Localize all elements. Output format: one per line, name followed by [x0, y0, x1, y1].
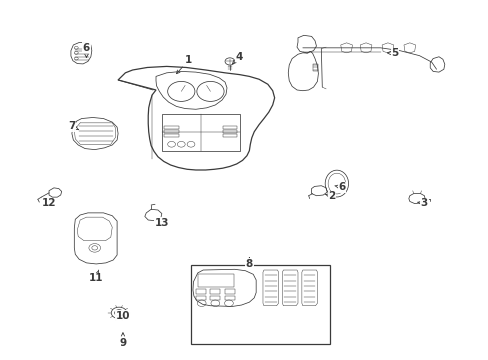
Text: 4: 4 — [232, 52, 243, 64]
Bar — [198, 274, 234, 287]
Bar — [222, 134, 237, 137]
Bar — [162, 114, 239, 152]
Bar — [191, 265, 329, 343]
Text: 6: 6 — [82, 43, 90, 58]
Bar — [224, 289, 234, 294]
Bar — [222, 126, 237, 129]
Bar — [164, 134, 179, 137]
Text: 8: 8 — [245, 258, 252, 269]
Text: 1: 1 — [176, 55, 192, 74]
Bar — [164, 130, 179, 133]
Text: 2: 2 — [325, 191, 335, 201]
Bar — [196, 296, 205, 300]
Bar — [210, 296, 220, 300]
Text: 9: 9 — [119, 333, 126, 347]
Bar — [222, 130, 237, 133]
Bar — [210, 289, 220, 294]
Text: 11: 11 — [89, 270, 103, 283]
Text: 7: 7 — [68, 121, 79, 131]
Text: 12: 12 — [41, 198, 56, 208]
Bar — [196, 289, 205, 294]
Text: 6: 6 — [334, 182, 345, 192]
Text: 13: 13 — [154, 218, 169, 228]
Text: 10: 10 — [116, 311, 130, 321]
Text: 5: 5 — [386, 48, 398, 58]
Bar — [224, 296, 234, 300]
Bar — [164, 126, 179, 129]
Text: 3: 3 — [417, 198, 427, 208]
